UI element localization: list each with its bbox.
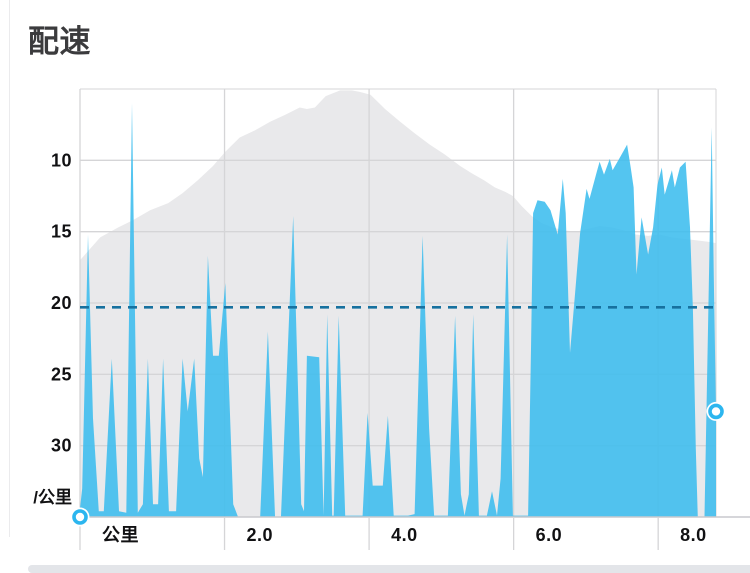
page-title: 配速 [28, 24, 91, 59]
y-axis-labels: 10 15 20 25 30/公里 [33, 150, 72, 507]
bottom-scroll-bar[interactable] [28, 565, 750, 573]
svg-text:20: 20 [51, 293, 72, 313]
y-axis-unit-label: /公里 [33, 488, 72, 507]
svg-text:15: 15 [51, 222, 72, 242]
x-axis-labels: 公里 2.0 4.0 6.0 8.0 [102, 525, 707, 545]
card-left-border [9, 0, 10, 537]
svg-text:4.0: 4.0 [391, 525, 418, 545]
svg-text:25: 25 [51, 364, 72, 384]
x-axis-ticks [79, 517, 659, 550]
svg-text:2.0: 2.0 [247, 525, 274, 545]
svg-text:6.0: 6.0 [536, 525, 563, 545]
end-marker[interactable] [706, 401, 726, 421]
svg-text:公里: 公里 [102, 525, 139, 545]
start-marker[interactable] [70, 507, 90, 527]
svg-text:8.0: 8.0 [680, 525, 707, 545]
pace-area [80, 103, 716, 517]
svg-text:10: 10 [51, 150, 72, 170]
svg-text:30: 30 [51, 436, 72, 456]
